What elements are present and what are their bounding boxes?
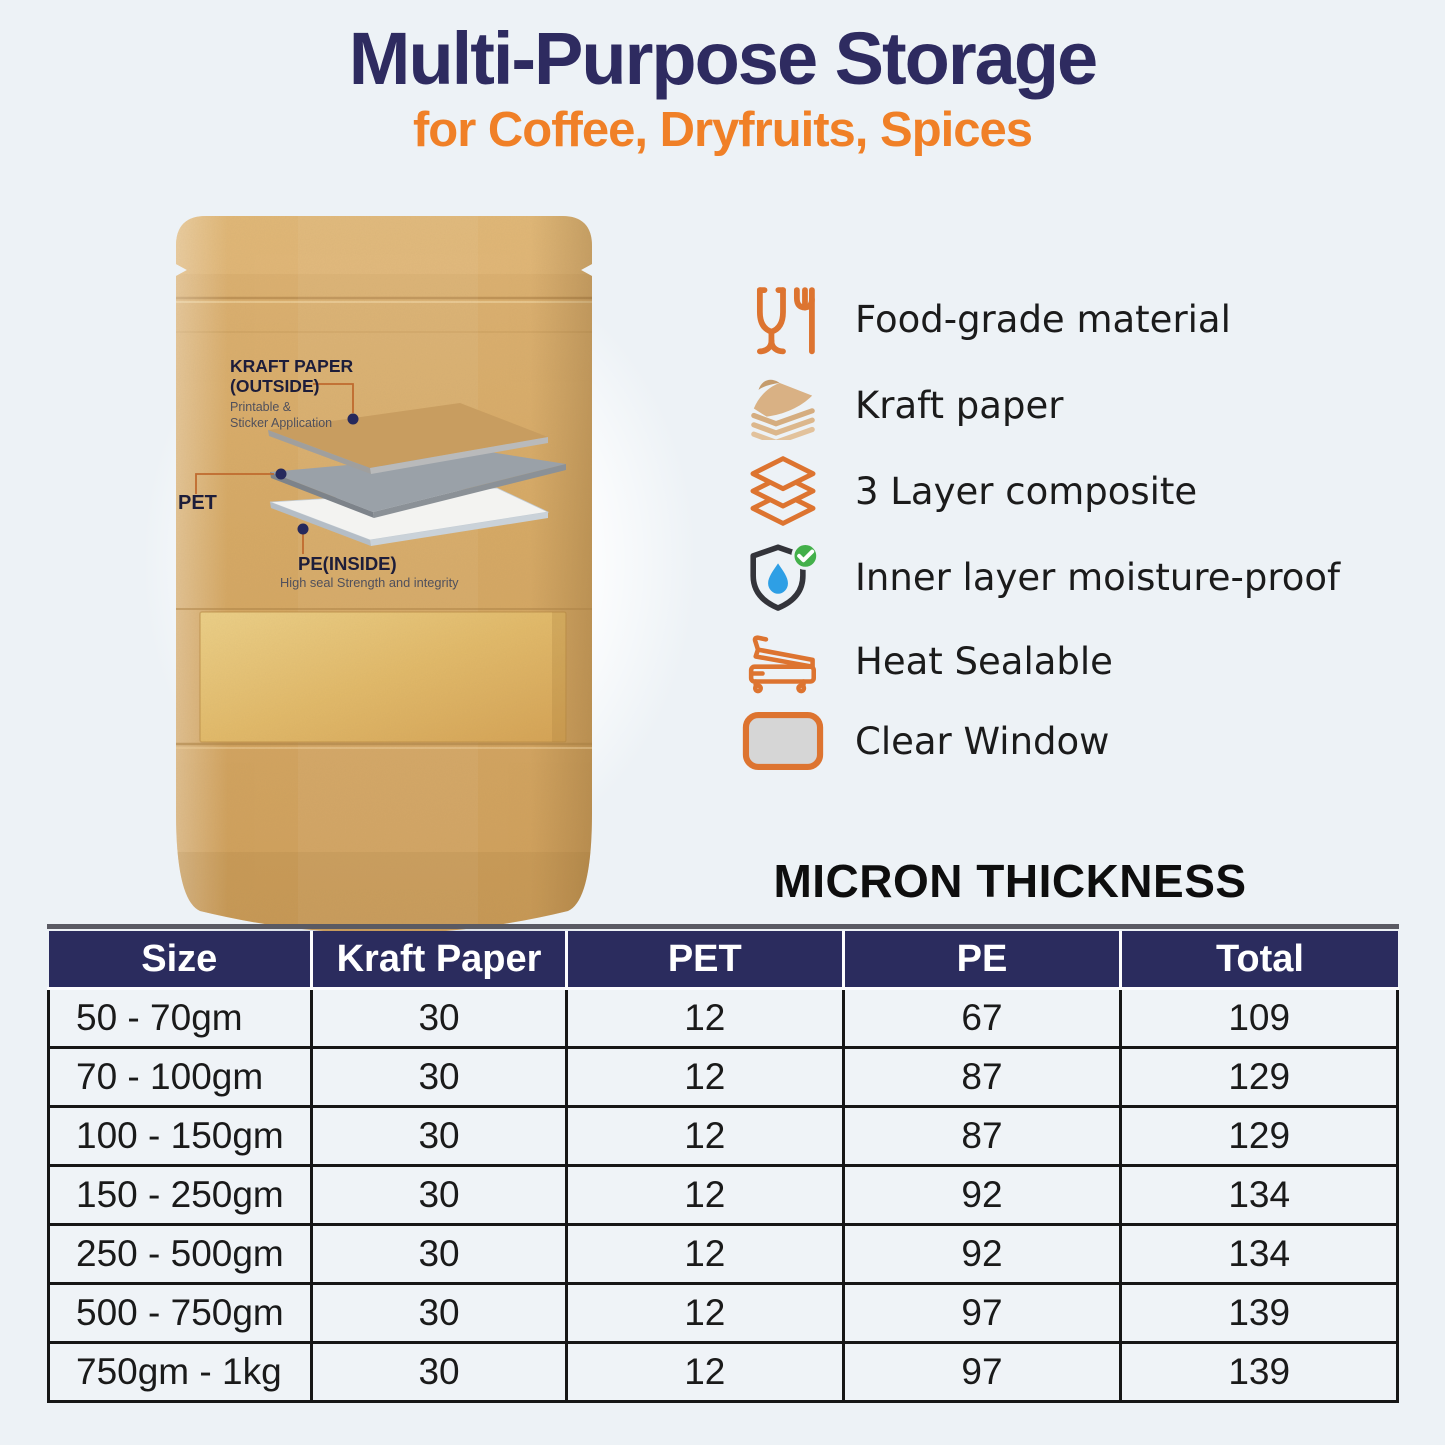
- heat-sealer-icon: [733, 628, 833, 694]
- cell-pet: 12: [565, 1341, 845, 1403]
- cell-total: 134: [1119, 1164, 1399, 1226]
- micron-table-title: MICRON THICKNESS: [773, 855, 1247, 907]
- table-row: 250 - 500gm 30 12 92 134: [46, 1223, 1399, 1285]
- col-kraft-paper: Kraft Paper: [310, 931, 567, 990]
- table-top-border: [47, 924, 1399, 929]
- table-row: 70 - 100gm 30 12 87 129: [46, 1046, 1399, 1108]
- layer1-desc-line2: Sticker Application: [230, 416, 332, 430]
- clear-window-icon: [733, 710, 833, 772]
- layer1-desc-line1: Printable &: [230, 400, 292, 414]
- bag-surface-details: [176, 216, 592, 934]
- col-pe: PE: [841, 931, 1121, 990]
- cell-pet: 12: [565, 1164, 845, 1226]
- layers-icon: [733, 454, 833, 528]
- cell-pe: 92: [841, 1223, 1123, 1285]
- cell-total: 134: [1119, 1223, 1399, 1285]
- feature-label: 3 Layer composite: [855, 469, 1198, 513]
- cell-kraft: 30: [310, 1223, 568, 1285]
- feature-label: Heat Sealable: [855, 639, 1113, 683]
- page-title: Multi-Purpose Storage: [348, 17, 1098, 100]
- cell-pe: 97: [841, 1341, 1123, 1403]
- layer2-title: PET: [178, 492, 217, 514]
- cell-kraft: 30: [310, 1105, 568, 1167]
- page-subtitle: for Coffee, Dryfruits, Spices: [412, 103, 1033, 157]
- feature-list: Food-grade material Kraft paper: [733, 276, 1413, 780]
- cell-total: 129: [1119, 1105, 1399, 1167]
- layer1-title-line1: KRAFT PAPER: [230, 356, 354, 376]
- food-safe-icon: [733, 282, 833, 356]
- cell-size: 250 - 500gm: [46, 1223, 314, 1285]
- table-header-row: Size Kraft Paper PET PE Total: [48, 931, 1398, 990]
- cell-total: 129: [1119, 1046, 1399, 1108]
- cell-kraft: 30: [310, 987, 568, 1049]
- cell-pe: 67: [841, 987, 1123, 1049]
- moisture-shield-icon: [733, 541, 833, 613]
- cell-kraft: 30: [310, 1046, 568, 1108]
- cell-size: 750gm - 1kg: [46, 1341, 314, 1403]
- cell-size: 500 - 750gm: [46, 1282, 314, 1344]
- cell-total: 139: [1119, 1341, 1399, 1403]
- cell-size: 50 - 70gm: [46, 987, 314, 1049]
- diagram-connectors: [195, 383, 354, 554]
- feature-kraft-paper: Kraft paper: [733, 362, 1413, 448]
- table-row: 750gm - 1kg 30 12 97 139: [46, 1341, 1399, 1403]
- table-row: 100 - 150gm 30 12 87 129: [46, 1105, 1399, 1167]
- layer-diagram: [268, 403, 566, 546]
- table-row: 150 - 250gm 30 12 92 134: [46, 1164, 1399, 1226]
- cell-pe: 97: [841, 1282, 1123, 1344]
- feature-label: Food-grade material: [855, 297, 1231, 341]
- cell-size: 70 - 100gm: [46, 1046, 314, 1108]
- diagram-dots: [275, 413, 359, 535]
- layer3-desc: High seal Strength and integrity: [280, 575, 459, 590]
- table-row: 50 - 70gm 30 12 67 109: [46, 987, 1399, 1049]
- cell-total: 109: [1119, 987, 1399, 1049]
- col-size: Size: [48, 931, 312, 990]
- feature-heat-sealable: Heat Sealable: [733, 620, 1413, 702]
- feature-label: Clear Window: [855, 719, 1110, 763]
- cell-total: 139: [1119, 1282, 1399, 1344]
- feature-label: Inner layer moisture-proof: [855, 555, 1341, 599]
- feature-food-grade: Food-grade material: [733, 276, 1413, 362]
- col-total: Total: [1119, 931, 1398, 990]
- cell-kraft: 30: [310, 1341, 568, 1403]
- feature-label: Kraft paper: [855, 383, 1064, 427]
- feature-3-layer: 3 Layer composite: [733, 448, 1413, 534]
- cell-pe: 87: [841, 1046, 1123, 1108]
- cell-size: 100 - 150gm: [46, 1105, 314, 1167]
- cell-pet: 12: [565, 1223, 845, 1285]
- col-pet: PET: [565, 931, 844, 990]
- feature-clear-window: Clear Window: [733, 702, 1413, 780]
- feature-moisture-proof: Inner layer moisture-proof: [733, 534, 1413, 620]
- cell-size: 150 - 250gm: [46, 1164, 314, 1226]
- layer1-title-line2: (OUTSIDE): [230, 376, 319, 396]
- cell-pe: 92: [841, 1164, 1123, 1226]
- cell-pe: 87: [841, 1105, 1123, 1167]
- micron-table: Size Kraft Paper PET PE Total 50 - 70gm …: [46, 924, 1399, 1403]
- cell-pet: 12: [565, 987, 845, 1049]
- layer3-title: PE(INSIDE): [298, 553, 397, 574]
- cell-pet: 12: [565, 1046, 845, 1108]
- kraft-pouch-image: KRAFT PAPER (OUTSIDE) Printable & Sticke…: [176, 216, 592, 950]
- cell-pet: 12: [565, 1282, 845, 1344]
- kraft-paper-icon: [733, 370, 833, 440]
- cell-kraft: 30: [310, 1282, 568, 1344]
- table-row: 500 - 750gm 30 12 97 139: [46, 1282, 1399, 1344]
- cell-pet: 12: [565, 1105, 845, 1167]
- cell-kraft: 30: [310, 1164, 568, 1226]
